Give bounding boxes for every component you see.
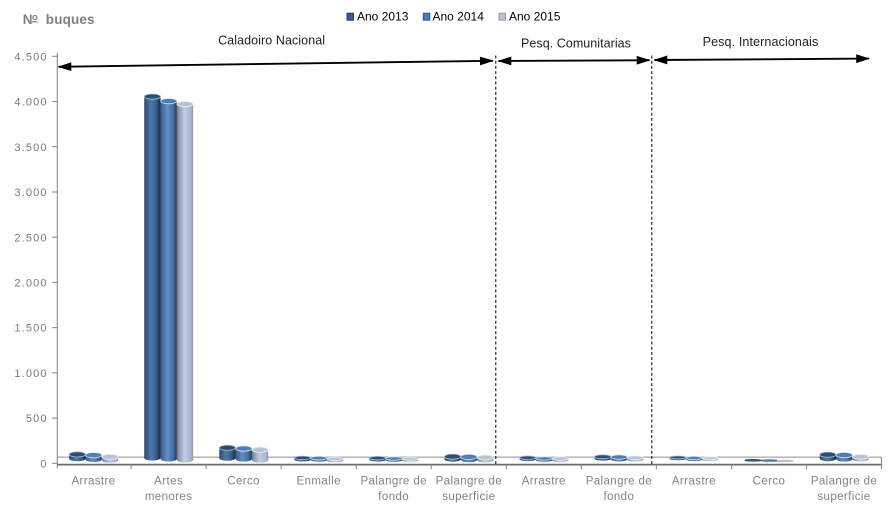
svg-text:1.000: 1.000 xyxy=(14,368,47,380)
svg-text:1.500: 1.500 xyxy=(14,323,47,335)
svg-text:Enmalle: Enmalle xyxy=(297,476,341,488)
svg-text:Palangre de: Palangre de xyxy=(360,476,426,488)
svg-text:2.000: 2.000 xyxy=(14,278,47,290)
svg-text:Palangre de: Palangre de xyxy=(586,476,652,488)
svg-text:3.000: 3.000 xyxy=(14,187,47,199)
svg-text:N: N xyxy=(23,12,33,27)
svg-text:4.000: 4.000 xyxy=(14,97,47,109)
svg-text:4.500: 4.500 xyxy=(14,51,47,63)
svg-text:Ano 2014: Ano 2014 xyxy=(433,10,485,24)
svg-text:superficie: superficie xyxy=(442,491,495,503)
svg-text:fondo: fondo xyxy=(604,491,635,503)
svg-text:2.500: 2.500 xyxy=(14,232,47,244)
svg-text:Artes: Artes xyxy=(154,476,183,488)
svg-text:o: o xyxy=(32,12,38,23)
svg-text:Ano 2013: Ano 2013 xyxy=(357,10,409,24)
svg-text:Cerco: Cerco xyxy=(227,476,260,488)
svg-text:buques: buques xyxy=(46,12,95,27)
svg-text:Arrastre: Arrastre xyxy=(672,476,716,488)
svg-text:menores: menores xyxy=(145,491,193,503)
svg-text:Arrastre: Arrastre xyxy=(71,476,115,488)
svg-text:superficie: superficie xyxy=(817,491,870,503)
svg-text:Pesq. Comunitarias: Pesq. Comunitarias xyxy=(521,37,631,51)
svg-text:Caladoiro Nacional: Caladoiro Nacional xyxy=(218,34,325,48)
svg-text:fondo: fondo xyxy=(378,491,409,503)
svg-text:3.500: 3.500 xyxy=(14,142,47,154)
svg-text:Palangre de: Palangre de xyxy=(811,476,877,488)
svg-text:500: 500 xyxy=(26,413,48,425)
svg-text:Cerco: Cerco xyxy=(753,476,786,488)
svg-text:Arrastre: Arrastre xyxy=(522,476,566,488)
svg-text:Palangre de: Palangre de xyxy=(436,476,502,488)
svg-text:Ano 2015: Ano 2015 xyxy=(509,10,561,24)
svg-text:0: 0 xyxy=(40,458,47,470)
svg-text:Pesq. Internacionais: Pesq. Internacionais xyxy=(703,35,819,49)
